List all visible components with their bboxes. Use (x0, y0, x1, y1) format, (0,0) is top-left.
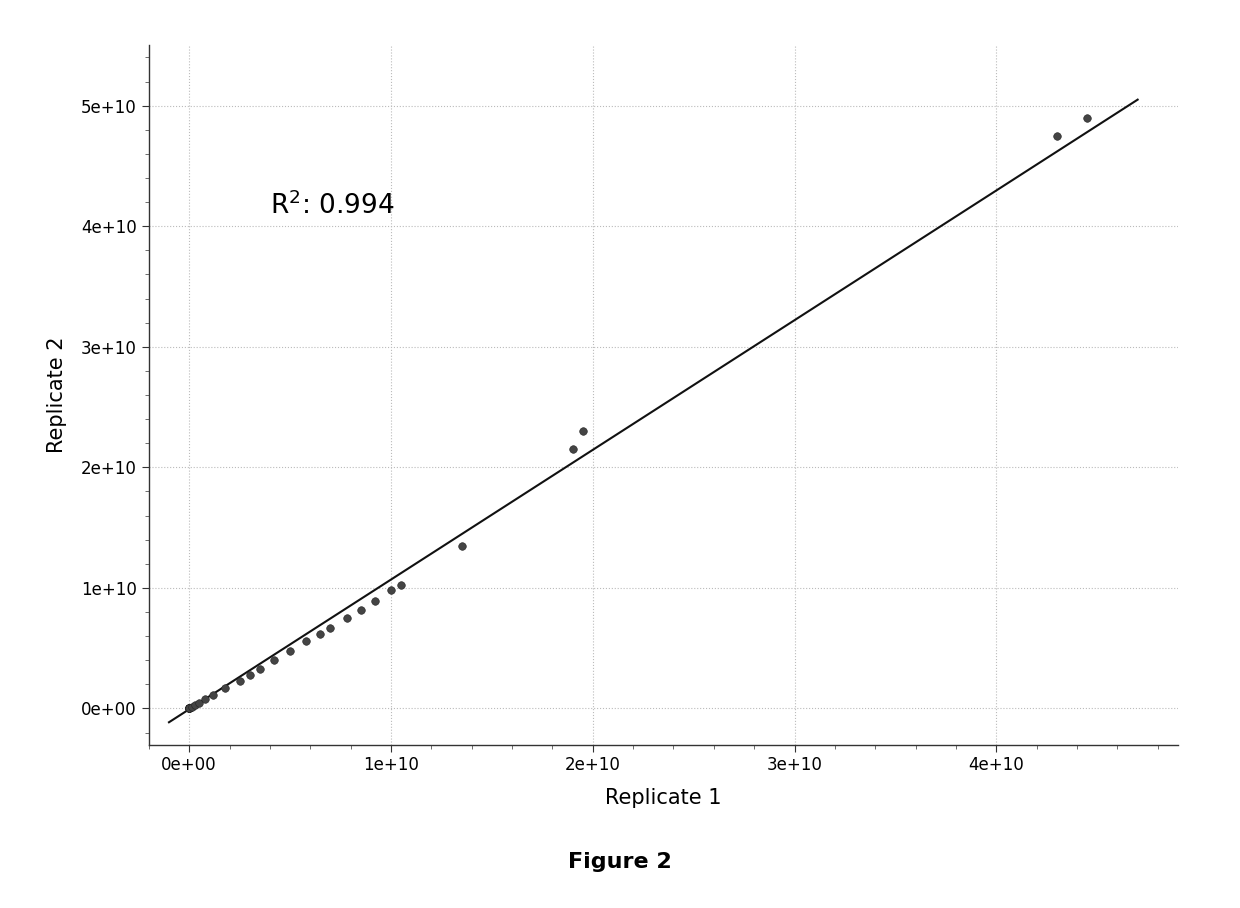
Point (180, 701, 200, 716)
Point (180, 701, 200, 716)
Text: R$^2$: 0.994: R$^2$: 0.994 (270, 192, 394, 220)
Point (180, 701, 200, 716)
Point (216, 681, 236, 696)
Point (336, 611, 356, 626)
Point (365, 594, 384, 608)
Point (203, 688, 223, 703)
Point (296, 634, 316, 648)
Point (180, 701, 200, 716)
Point (185, 698, 205, 713)
Point (1047, 129, 1066, 143)
Point (180, 701, 200, 716)
Point (229, 674, 249, 688)
Point (280, 643, 300, 657)
Point (190, 696, 210, 710)
Point (180, 701, 200, 716)
Point (182, 699, 202, 714)
X-axis label: Replicate 1: Replicate 1 (605, 788, 722, 808)
Point (310, 627, 330, 641)
Point (563, 442, 583, 457)
Point (239, 667, 259, 682)
Point (180, 701, 200, 716)
Point (250, 661, 270, 676)
Text: Figure 2: Figure 2 (568, 852, 672, 872)
Point (320, 620, 340, 635)
Point (391, 578, 410, 593)
Point (451, 538, 471, 553)
Y-axis label: Replicate 2: Replicate 2 (47, 337, 67, 453)
Point (381, 583, 401, 597)
Point (264, 653, 284, 667)
Point (351, 602, 371, 617)
Point (573, 424, 593, 439)
Point (1078, 111, 1097, 125)
Point (180, 701, 200, 716)
Point (196, 692, 216, 706)
